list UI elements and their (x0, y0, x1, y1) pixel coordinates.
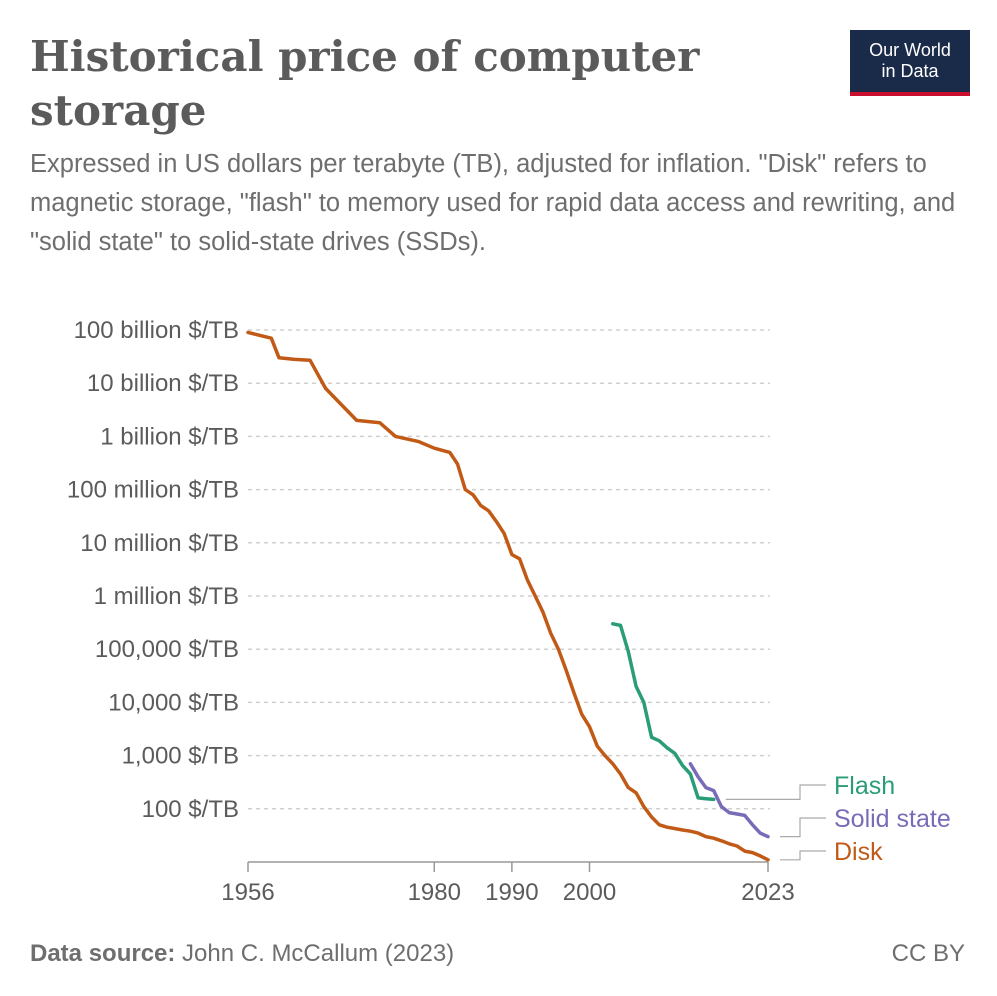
y-tick-label: 1,000 $/TB (122, 743, 239, 770)
legend-label-disk: Disk (834, 838, 883, 866)
license-link[interactable]: CC BY (891, 940, 965, 967)
y-tick-label: 1 billion $/TB (100, 423, 239, 450)
legend-connector-disk (780, 850, 826, 861)
x-tick-label: 1990 (485, 879, 538, 906)
y-tick-label: 100,000 $/TB (95, 636, 239, 663)
series-lines (246, 330, 770, 862)
logo-line-2: in Data (881, 61, 939, 81)
y-tick-label: 100 $/TB (142, 796, 239, 823)
x-tick-label: 1956 (221, 879, 274, 906)
data-source-text[interactable]: John C. McCallum (2023) (175, 940, 455, 967)
y-tick-label: 10 billion $/TB (87, 370, 239, 397)
y-tick-label: 1 million $/TB (94, 583, 239, 610)
chart-subtitle: Expressed in US dollars per terabyte (TB… (30, 150, 956, 256)
chart-title: Historical price of computer storage (30, 32, 700, 135)
data-source: Data source: John C. McCallum (2023) (30, 940, 454, 968)
legend-connector-flash (725, 784, 826, 800)
grid-lines (248, 329, 770, 810)
y-tick-label: 100 billion $/TB (74, 317, 239, 344)
legend-label-flash: Flash (834, 772, 895, 800)
series-line-disk (246, 330, 770, 862)
y-axis-labels: 100 billion $/TB 10 billion $/TB 1 billion… (67, 317, 239, 823)
x-tick-label: 2023 (741, 879, 794, 906)
data-source-label: Data source: (30, 940, 176, 967)
series-line-flash (611, 622, 716, 802)
series-line-solid-state (688, 762, 770, 839)
x-tick-label: 2000 (563, 879, 616, 906)
x-tick-label: 1980 (408, 879, 461, 906)
y-tick-label: 10 million $/TB (80, 530, 239, 557)
legend-connector-solid-state (780, 817, 826, 838)
logo-line-1: Our World (869, 40, 951, 60)
legend-label-solid-state: Solid state (834, 805, 951, 833)
y-tick-label: 100 million $/TB (67, 477, 239, 504)
inline-legend: Flash Solid state Disk (725, 772, 951, 866)
owid-logo[interactable]: Our World in Data (850, 30, 970, 96)
x-axis: 1956 1980 1990 2000 2023 (221, 861, 795, 906)
y-tick-label: 10,000 $/TB (108, 689, 239, 716)
